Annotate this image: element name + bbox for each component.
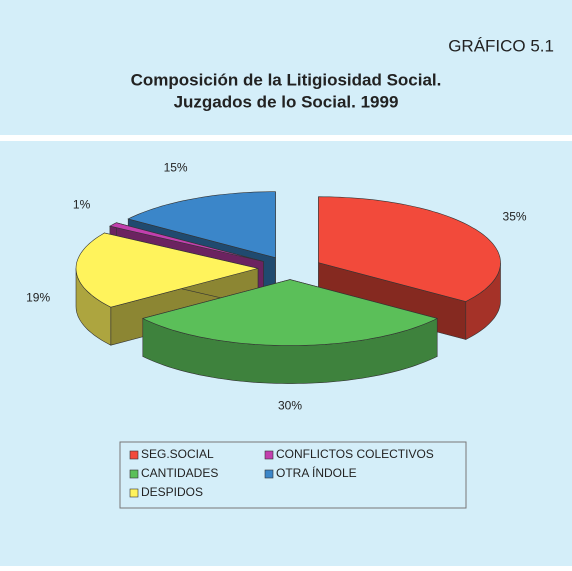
legend-label: DESPIDOS <box>141 485 203 499</box>
legend-label: CONFLICTOS COLECTIVOS <box>276 447 434 461</box>
legend-box <box>119 441 467 509</box>
slice-top <box>318 196 501 302</box>
slice-top <box>109 222 264 262</box>
legend-swatch <box>129 488 139 498</box>
slice-top <box>75 232 259 308</box>
slice-top <box>141 279 439 346</box>
data-label: 1% <box>73 197 91 211</box>
data-label: 19% <box>26 290 50 304</box>
legend-swatch <box>129 450 139 460</box>
slice-top <box>127 191 276 259</box>
legend-label: CANTIDADES <box>141 466 218 480</box>
figure-label: GRÁFICO 5.1 <box>448 36 554 55</box>
chart-title: Juzgados de lo Social. 1999 <box>174 92 399 111</box>
legend-label: SEG.SOCIAL <box>141 447 214 461</box>
legend-swatch <box>264 450 274 460</box>
data-label: 15% <box>164 161 188 175</box>
chart-title: Composición de la Litigiosidad Social. <box>131 70 442 89</box>
legend-label: OTRA ÍNDOLE <box>276 465 357 480</box>
data-label: 30% <box>278 398 302 412</box>
data-label: 35% <box>503 210 527 224</box>
legend-swatch <box>264 469 274 479</box>
header-panel <box>0 0 572 135</box>
legend-swatch <box>129 469 139 479</box>
